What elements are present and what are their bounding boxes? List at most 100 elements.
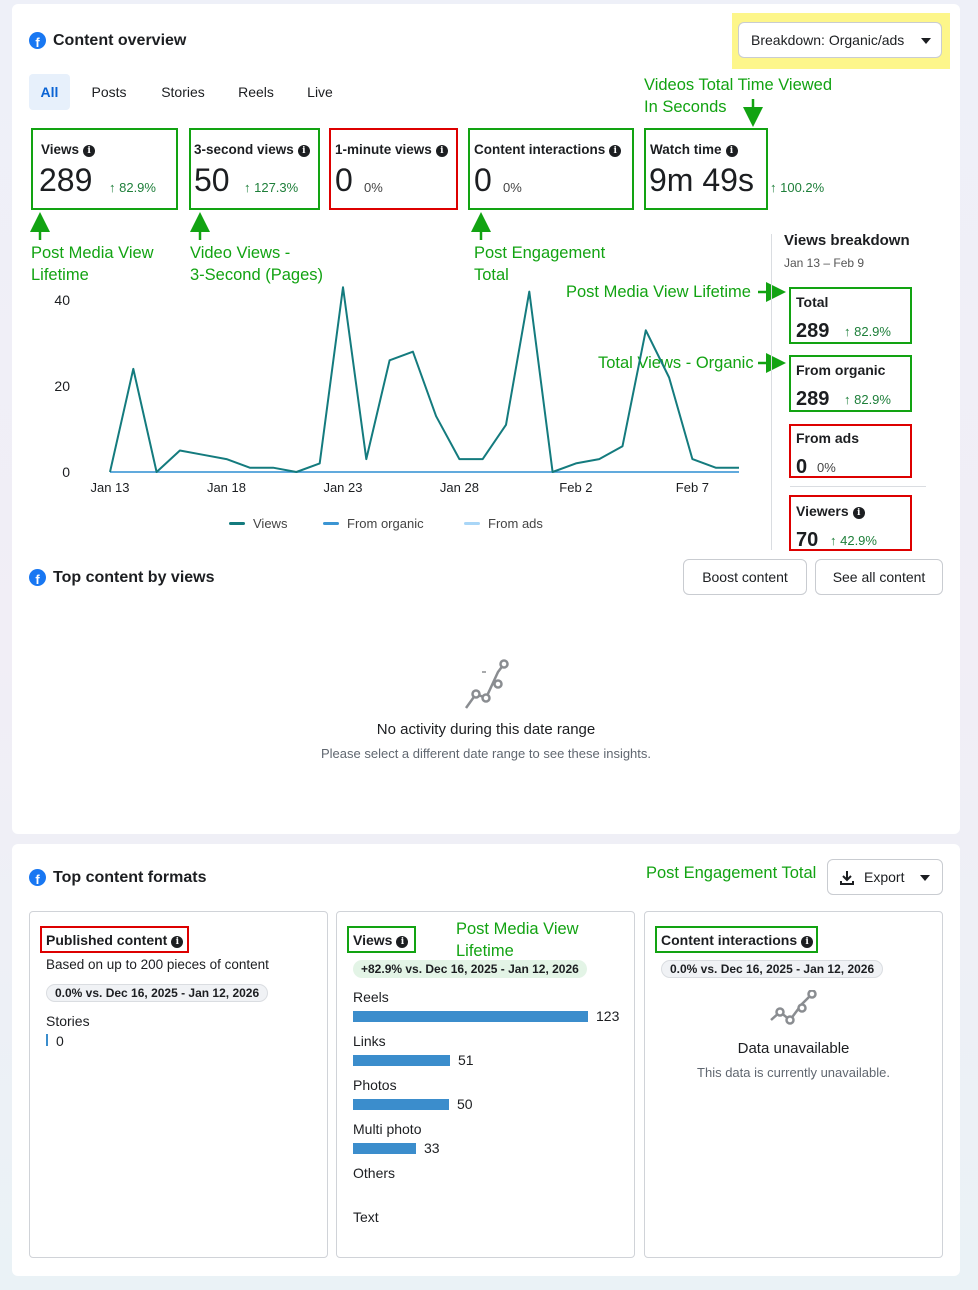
info-icon: i [609, 145, 622, 157]
metric-ci-delta: 0% [503, 180, 522, 195]
published-content-pill: 0.0% vs. Dec 16, 2025 - Jan 12, 2026 [46, 984, 269, 1002]
metric-watch-time[interactable]: Watch time i 9m 49s ↑ 100.2% [644, 128, 844, 210]
views-format-bar-value: 123 [596, 1008, 620, 1024]
metric-views-delta: ↑ 82.9% [109, 180, 156, 195]
annotation-views-format: Post Media View Lifetime [456, 920, 579, 960]
vb-total-label: Total [796, 294, 829, 310]
x-tick-label: Feb 2 [559, 480, 592, 495]
annotation-watch-time: Videos Total Time Viewed In Seconds [644, 76, 833, 116]
vb-total-value: 289 [796, 320, 830, 342]
metric-wt-label: Watch time [650, 142, 722, 157]
tab-reels-label: Reels [238, 84, 274, 100]
legend-label: From ads [488, 516, 543, 531]
no-activity-subtitle: Please select a different date range to … [320, 746, 652, 761]
legend-swatch [229, 522, 245, 525]
metric-3s-label: 3-second views [194, 142, 294, 157]
annotation-box-vb-ads [789, 424, 912, 478]
tab-all[interactable]: All [29, 74, 70, 110]
legend-from-organic[interactable]: From organic [323, 516, 424, 531]
metric-wt-delta: ↑ 100.2% [770, 180, 825, 195]
x-tick-label: Jan 28 [440, 480, 479, 495]
y-tick-label: 40 [54, 292, 70, 308]
published-content-title: Published content [46, 932, 168, 948]
views-format-row-label: Reels [353, 989, 389, 1005]
annotation-box-views-format [347, 926, 416, 953]
annotation-vb-total: Post Media View Lifetime [566, 283, 751, 301]
top-content-formats-title: Top content formats [53, 869, 207, 886]
data-unavailable-subtitle: This data is currently unavailable. [697, 1065, 890, 1080]
info-icon: i [435, 145, 448, 157]
vb-organic-delta: ↑ 82.9% [844, 392, 891, 407]
y-tick-label: 0 [62, 464, 70, 480]
metric-3-second-views[interactable]: 3-second views i 50 ↑ 127.3% [189, 128, 320, 210]
vb-viewers-delta: ↑ 42.9% [830, 533, 877, 548]
vb-organic-value: 289 [796, 388, 830, 410]
annotation-box-3s [189, 128, 320, 210]
views-format-bar[interactable] [353, 1143, 416, 1154]
info-icon: i [725, 145, 738, 157]
annotation-box-views [31, 128, 178, 210]
annotation-box-1m [329, 128, 458, 210]
breakdown-label: Breakdown: Organic/ads [751, 32, 905, 48]
metric-wt-value: 9m 49s [649, 162, 754, 198]
info-icon: i [852, 507, 865, 519]
annotation-vb-organic: Total Views - Organic [598, 354, 754, 372]
tab-stories-label: Stories [161, 84, 205, 100]
views-formats-heading: Views i [353, 932, 409, 948]
annotation-box-published [40, 926, 189, 953]
caret-down-icon [921, 38, 931, 44]
tab-posts-label: Posts [91, 84, 127, 100]
top-content-title: Top content by views [53, 569, 215, 586]
views-format-bar[interactable] [353, 1055, 450, 1066]
annotation-ci: Post Engagement Total [474, 244, 606, 284]
metric-views-value: 289 [39, 162, 93, 198]
views-format-bar[interactable] [353, 1011, 588, 1022]
legend-swatch [464, 522, 480, 525]
interactions-formats-title: Content interactions [661, 932, 798, 948]
x-tick-label: Jan 13 [90, 480, 129, 495]
legend-views[interactable]: Views [229, 516, 287, 531]
export-label: Export [864, 869, 905, 885]
see-all-content-button[interactable]: See all content [815, 559, 943, 595]
metric-1-minute-views[interactable]: 1-minute views i 0 0% [329, 128, 458, 210]
annotation-box-vb-viewers [789, 495, 912, 551]
export-button[interactable]: Export [827, 859, 943, 895]
metric-3s-value: 50 [194, 162, 230, 198]
vb-ads-label: From ads [796, 430, 860, 446]
metric-ci-label: Content interactions [474, 142, 606, 157]
metric-1m-label: 1-minute views [335, 142, 432, 157]
tab-live[interactable]: Live [298, 74, 342, 110]
vb-viewers-label: Viewers [796, 503, 849, 519]
legend-label: From organic [347, 516, 424, 531]
tab-reels[interactable]: Reels [230, 74, 282, 110]
info-icon: i [83, 145, 96, 157]
published-content-heading: Published content i [46, 932, 184, 948]
metric-3s-delta: ↑ 127.3% [244, 180, 299, 195]
breakdown-dropdown[interactable]: Breakdown: Organic/ads [738, 22, 942, 58]
tab-stories[interactable]: Stories [152, 74, 214, 110]
annotation-box-interactions-format [655, 926, 818, 953]
legend-from-ads[interactable]: From ads [464, 516, 543, 531]
annotation-box-wt [644, 128, 768, 210]
vb-ads-value: 0 [796, 456, 808, 478]
metric-content-interactions[interactable]: Content interactions i 0 0% [468, 128, 634, 210]
interactions-formats-heading: Content interactions i [661, 932, 814, 948]
views-format-row-label: Links [353, 1033, 386, 1049]
boost-content-button[interactable]: Boost content [683, 559, 807, 595]
views-breakdown-title: Views breakdown [784, 232, 910, 249]
no-activity-title: No activity during this date range [376, 721, 596, 738]
views-format-row-label: Multi photo [353, 1121, 422, 1137]
tab-posts[interactable]: Posts [82, 74, 136, 110]
tab-live-label: Live [307, 84, 333, 100]
views-format-bar-value: 51 [458, 1052, 474, 1068]
views-format-bar[interactable] [353, 1099, 449, 1110]
metric-views[interactable]: Views i 289 ↑ 82.9% [31, 128, 178, 210]
vb-total-delta: ↑ 82.9% [844, 324, 891, 339]
views-formats-title: Views [353, 932, 393, 948]
vb-separator [790, 486, 926, 487]
published-content-card [29, 911, 328, 1258]
y-tick-label: 20 [54, 378, 70, 394]
stories-value: 0 [56, 1033, 64, 1049]
x-tick-label: Jan 18 [207, 480, 246, 495]
